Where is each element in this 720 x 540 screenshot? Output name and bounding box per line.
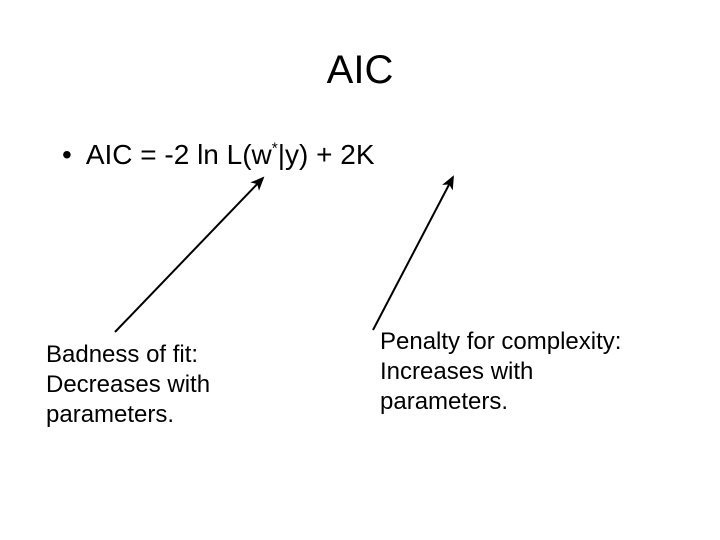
caption-right-line3: parameters. xyxy=(380,387,680,417)
arrow-right xyxy=(373,177,453,330)
caption-penalty-complexity: Penalty for complexity: Increases with p… xyxy=(380,327,680,417)
slide: AIC • AIC = -2 ln L(w*|y) + 2K Badness o… xyxy=(0,0,720,540)
formula-part-1: AIC = -2 ln L(w xyxy=(86,139,272,170)
aic-formula: AIC = -2 ln L(w*|y) + 2K xyxy=(86,138,375,172)
caption-left-line2: Decreases with xyxy=(46,370,326,400)
slide-title: AIC xyxy=(0,48,720,93)
caption-left-line3: parameters. xyxy=(46,400,326,430)
caption-left-line1: Badness of fit: xyxy=(46,340,326,370)
formula-part-2: |y) + 2K xyxy=(278,139,375,170)
bullet-marker: • xyxy=(62,138,72,172)
arrow-left xyxy=(115,178,263,332)
formula-bullet: • AIC = -2 ln L(w*|y) + 2K xyxy=(62,138,375,172)
caption-right-line2: Increases with xyxy=(380,357,680,387)
caption-right-line1: Penalty for complexity: xyxy=(380,327,680,357)
caption-badness-of-fit: Badness of fit: Decreases with parameter… xyxy=(46,340,326,430)
